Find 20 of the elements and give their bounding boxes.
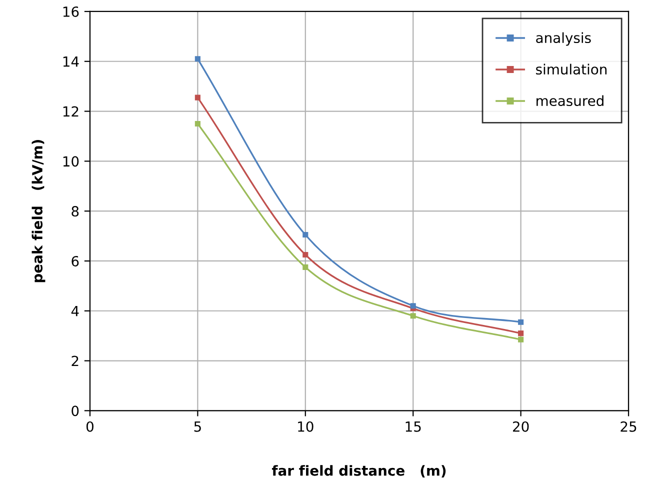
y-tick-label: 12 <box>63 106 78 117</box>
x-tick-label: 25 <box>620 421 636 432</box>
x-tick-label: 10 <box>298 421 314 432</box>
y-tick-label: 0 <box>72 406 79 416</box>
y-tick-label: 4 <box>71 306 79 316</box>
x-tick-label: 15 <box>406 422 421 432</box>
y-tick-label: 14 <box>63 56 79 67</box>
y-tick-label: 8 <box>72 206 79 217</box>
x-tick-label: 5 <box>194 422 201 432</box>
y-axis-title: peak field (kV/m) <box>32 140 46 282</box>
y-tick-label: 10 <box>63 156 79 167</box>
y-tick-label: 6 <box>72 256 79 266</box>
y-tick-label: 2 <box>72 356 78 366</box>
x-axis-title: far field distance (m) <box>272 465 446 478</box>
x-tick-label: 20 <box>513 421 529 432</box>
x-tick-label: 0 <box>86 421 94 432</box>
legend-label: simulation <box>536 64 607 75</box>
legend-label: analysis <box>536 32 591 46</box>
legend-label: measured <box>536 95 604 106</box>
y-tick-label: 16 <box>63 6 79 17</box>
